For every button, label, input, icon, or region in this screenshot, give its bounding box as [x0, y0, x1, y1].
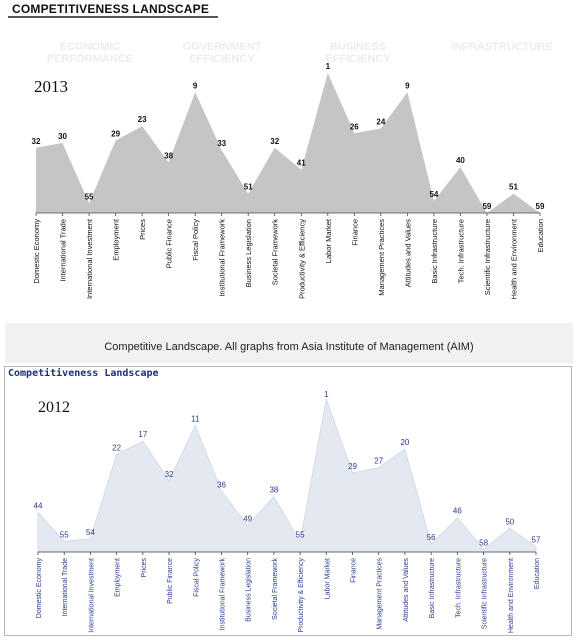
data-label: 11 [191, 414, 200, 423]
data-label: 59 [536, 202, 545, 211]
chart-2012-panel [4, 366, 572, 636]
category-label-management-practices: Management Practices [377, 558, 384, 630]
data-label: 17 [138, 430, 147, 439]
data-label: 44 [34, 501, 43, 510]
category-label-international-investment: International Investment [88, 558, 95, 633]
category-label-fiscal-policy: Fiscal Policy [193, 558, 200, 597]
data-label: 30 [58, 132, 67, 141]
data-label: 20 [400, 438, 409, 447]
data-label: 38 [164, 151, 173, 160]
data-label: 33 [217, 139, 226, 148]
area-series [37, 397, 537, 553]
category-label-business-legislation: Business Legislation [246, 558, 253, 622]
category-label-management-practices: Management Practices [377, 219, 386, 296]
caption-band [5, 323, 573, 363]
category-label-basic-infrastructure: Basic Infrastructure [429, 558, 436, 618]
category-label-labor-market: Labor Market [324, 218, 333, 263]
data-label: 1 [326, 62, 331, 71]
data-label: 59 [482, 202, 491, 211]
data-label: 38 [269, 486, 278, 495]
category-label-health-and-environment: Health and Environment [508, 558, 515, 633]
data-label: 57 [532, 536, 541, 545]
category-label-institutional-framework: Institutional Framework [219, 558, 226, 631]
data-label: 27 [374, 457, 383, 466]
data-label: 9 [193, 81, 198, 90]
category-label-domestic-economy: Domestic Economy [36, 558, 43, 619]
chart-2013: ECONOMIC PERFORMANCE GOVERNMENT EFFICIENCY B… [32, 41, 553, 299]
category-label-international-trade: International Trade [59, 219, 68, 282]
category-label-scientific-infrastructure: Scientific Infrastructure [483, 219, 492, 295]
category-label-societal-framework: Societal Framework [271, 219, 280, 286]
category-label-employment: Employment [115, 558, 122, 597]
category-label-attitudes-and-values: Attitudes and Values [403, 219, 412, 287]
category-label-productivity-efficiency: Productivity & Efficiency [298, 558, 305, 633]
chart-2012-panel-title: Competitiveness Landscape [8, 368, 159, 379]
data-label: 55 [60, 530, 69, 539]
data-label: 54 [429, 190, 438, 199]
category-label-institutional-framework: Institutional Framework [218, 219, 227, 297]
data-label: 32 [32, 137, 41, 146]
category-label-fiscal-policy: Fiscal Policy [191, 219, 200, 261]
chart-title: 2012 [38, 399, 70, 416]
figure-caption: Competitive Landscape. All graphs from A… [104, 341, 474, 353]
category-label-public-finance: Public Finance [165, 219, 174, 268]
data-label: 55 [85, 192, 94, 201]
category-label-public-finance: Public Finance [167, 558, 174, 604]
category-label-domestic-economy: Domestic Economy [32, 219, 41, 284]
data-label: 29 [111, 130, 120, 139]
category-label-labor-market: Labor Market [324, 558, 331, 599]
category-label-tech-infrastructure: Tech. Infrastructure [456, 219, 465, 283]
category-label-prices: Prices [138, 219, 147, 240]
pillar-label-government: GOVERNMENT EFFICIENCY [183, 41, 262, 65]
data-label: 22 [112, 443, 121, 452]
title-underline [8, 16, 218, 18]
data-label: 29 [348, 462, 357, 471]
category-label-education: Education [534, 558, 541, 589]
data-label: 1 [324, 390, 329, 399]
page-title: COMPETITIVENESS LANDSCAPE [12, 2, 210, 16]
category-label-health-and-environment: Health and Environment [509, 218, 518, 299]
category-label-finance: Finance [350, 219, 359, 246]
category-label-tech-infrastructure: Tech. Infrastructure [455, 558, 462, 618]
data-label: 56 [427, 533, 436, 542]
data-label: 40 [456, 156, 465, 165]
pillar-label-infrastructure: INFRASTRUCTURE [451, 41, 552, 53]
data-label: 32 [270, 137, 279, 146]
data-label: 55 [296, 530, 305, 539]
data-label: 41 [297, 159, 306, 168]
data-label: 54 [86, 528, 95, 537]
data-label: 51 [244, 183, 253, 192]
category-label-employment: Employment [112, 218, 121, 261]
data-label: 36 [217, 480, 226, 489]
pillar-label-business: BUSINESS EFFICIENCY [325, 41, 391, 65]
data-label: 50 [505, 517, 514, 526]
data-label: 46 [453, 507, 462, 516]
pillar-label-economic: ECONOMIC PERFORMANCE [47, 41, 133, 65]
category-label-international-trade: International Trade [62, 558, 69, 616]
category-label-education: Education [536, 219, 545, 252]
data-label: 23 [138, 115, 147, 124]
category-label-attitudes-and-values: Attitudes and Values [403, 558, 410, 622]
category-label-international-investment: International Investment [85, 218, 94, 299]
chart-2012: 44 55 54 22 17 32 11 36 49 38 55 1 29 27 20 56 46 58 50 57 D… [34, 390, 541, 633]
data-label: 51 [509, 183, 518, 192]
data-label: 24 [376, 118, 385, 127]
category-label-prices: Prices [141, 558, 148, 578]
data-label: 49 [243, 515, 252, 524]
category-label-societal-framework: Societal Framework [272, 558, 279, 620]
data-label: 9 [405, 81, 410, 90]
area-series [36, 73, 540, 213]
data-label: 26 [350, 122, 359, 131]
data-label: 58 [479, 538, 488, 547]
category-label-scientific-infrastructure: Scientific Infrastructure [482, 558, 489, 629]
category-label-business-legislation: Business Legislation [244, 219, 253, 287]
category-label-productivity-efficiency: Productivity & Efficiency [297, 219, 306, 299]
data-label: 32 [165, 470, 174, 479]
category-label-basic-infrastructure: Basic Infrastructure [430, 219, 439, 284]
category-label-finance: Finance [351, 558, 358, 583]
chart-title: 2013 [34, 77, 68, 96]
